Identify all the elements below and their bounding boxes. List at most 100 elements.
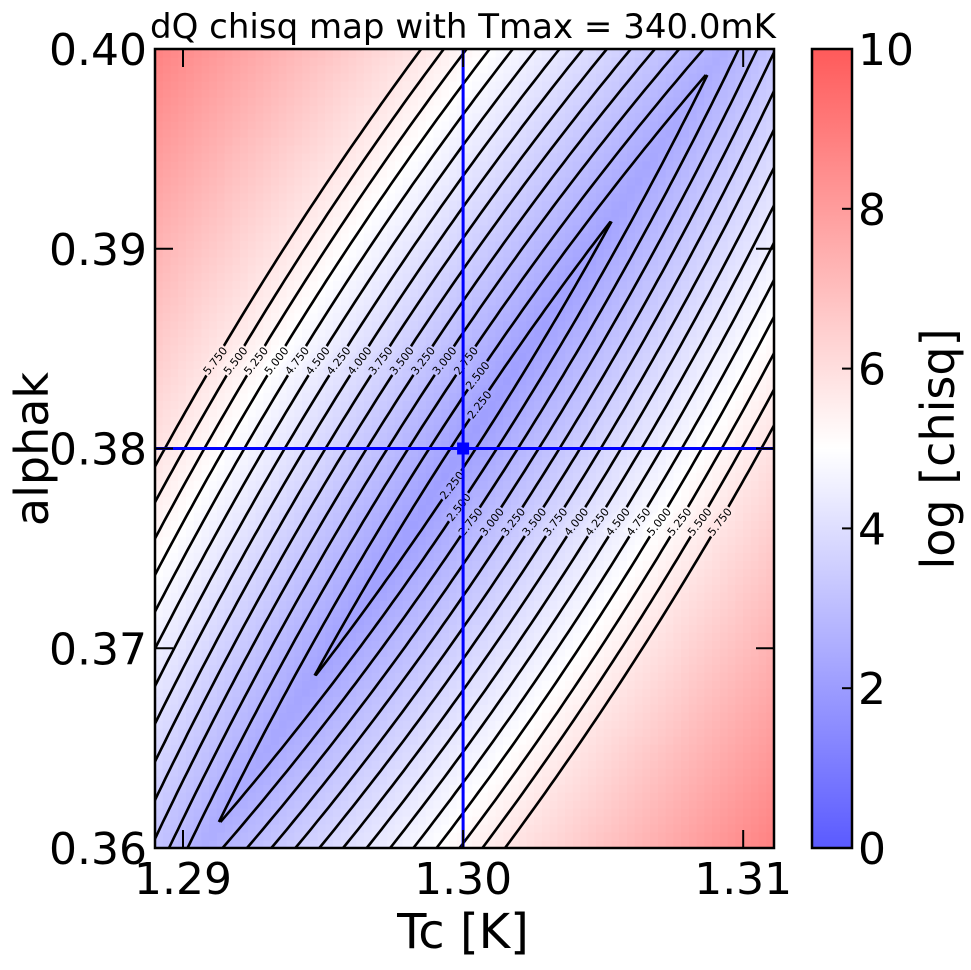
heatmap-cell (248, 281, 256, 290)
heatmap-cell (170, 49, 178, 58)
heatmap-cell (480, 728, 488, 737)
heatmap-cell (534, 832, 542, 841)
heatmap-cell (526, 568, 534, 577)
heatmap-cell (395, 728, 403, 737)
heatmap-cell (201, 425, 209, 434)
heatmap-cell (310, 105, 318, 114)
heatmap-cell (325, 161, 333, 170)
heatmap-cell (178, 576, 186, 585)
heatmap-cell (310, 89, 318, 98)
heatmap-cell (356, 752, 364, 761)
heatmap-cell (209, 217, 217, 226)
heatmap-cell (232, 281, 240, 290)
heatmap-cell (178, 281, 186, 290)
heatmap-cell (480, 792, 488, 801)
heatmap-cell (194, 433, 202, 442)
heatmap-cell (248, 488, 256, 497)
heatmap-cell (194, 337, 202, 346)
heatmap-cell (356, 49, 364, 58)
heatmap-cell (403, 808, 411, 817)
heatmap-cell (317, 496, 325, 505)
heatmap-cell (317, 65, 325, 74)
heatmap-cell (155, 169, 163, 178)
heatmap-cell (449, 265, 457, 274)
heatmap-cell (434, 385, 442, 394)
heatmap-cell (395, 600, 403, 609)
heatmap-cell (256, 185, 264, 194)
heatmap-cell (480, 544, 488, 553)
heatmap-cell (225, 193, 233, 202)
heatmap-cell (434, 73, 442, 82)
heatmap-cell (232, 760, 240, 769)
heatmap-cell (418, 313, 426, 322)
heatmap-cell (356, 401, 364, 410)
heatmap-cell (302, 257, 310, 266)
heatmap-cell (519, 225, 527, 234)
heatmap-cell (348, 632, 356, 641)
heatmap-cell (263, 456, 271, 465)
heatmap-cell (263, 185, 271, 194)
heatmap-cell (511, 696, 519, 705)
heatmap-cell (279, 816, 287, 825)
heatmap-cell (217, 137, 225, 146)
heatmap-cell (434, 680, 442, 689)
heatmap-cell (465, 568, 473, 577)
heatmap-cell (263, 752, 271, 761)
heatmap-cell (426, 433, 434, 442)
heatmap-cell (325, 145, 333, 154)
heatmap-cell (495, 616, 503, 625)
heatmap-cell (232, 105, 240, 114)
heatmap-cell (178, 249, 186, 258)
heatmap-cell (503, 417, 511, 426)
heatmap-cell (364, 257, 372, 266)
heatmap-cell (170, 480, 178, 489)
heatmap-cell (256, 57, 264, 66)
heatmap-cell (449, 145, 457, 154)
heatmap-cell (356, 712, 364, 721)
heatmap-cell (379, 81, 387, 90)
heatmap-cell (348, 752, 356, 761)
heatmap-cell (232, 728, 240, 737)
heatmap-cell (519, 105, 527, 114)
heatmap-cell (356, 472, 364, 481)
heatmap-cell (232, 177, 240, 186)
heatmap-cell (248, 664, 256, 673)
heatmap-cell (403, 305, 411, 314)
heatmap-cell (155, 576, 163, 585)
heatmap-cell (178, 425, 186, 434)
heatmap-cell (372, 784, 380, 793)
heatmap-cell (263, 129, 271, 138)
heatmap-cell (248, 800, 256, 809)
heatmap-cell (511, 265, 519, 274)
heatmap-cell (248, 736, 256, 745)
heatmap-cell (232, 169, 240, 178)
heatmap-cell (526, 632, 534, 641)
heatmap-cell (341, 712, 349, 721)
heatmap-cell (248, 313, 256, 322)
heatmap-cell (418, 792, 426, 801)
heatmap-cell (186, 345, 194, 354)
heatmap-cell (503, 800, 511, 809)
heatmap-cell (403, 496, 411, 505)
heatmap-cell (256, 169, 264, 178)
heatmap-cell (410, 193, 418, 202)
heatmap-cell (163, 305, 171, 314)
heatmap-cell (178, 153, 186, 162)
heatmap-cell (426, 456, 434, 465)
heatmap-cell (170, 664, 178, 673)
heatmap-cell (395, 480, 403, 489)
heatmap-cell (217, 129, 225, 138)
heatmap-cell (488, 273, 496, 282)
heatmap-cell (503, 153, 511, 162)
heatmap-cell (465, 89, 473, 98)
heatmap-cell (511, 81, 519, 90)
heatmap-cell (302, 321, 310, 330)
heatmap-cell (341, 97, 349, 106)
heatmap-cell (364, 201, 372, 210)
heatmap-cell (449, 688, 457, 697)
heatmap-cell (480, 281, 488, 290)
heatmap-cell (194, 401, 202, 410)
heatmap-cell (519, 257, 527, 266)
heatmap-cell (418, 752, 426, 761)
heatmap-cell (225, 520, 233, 529)
